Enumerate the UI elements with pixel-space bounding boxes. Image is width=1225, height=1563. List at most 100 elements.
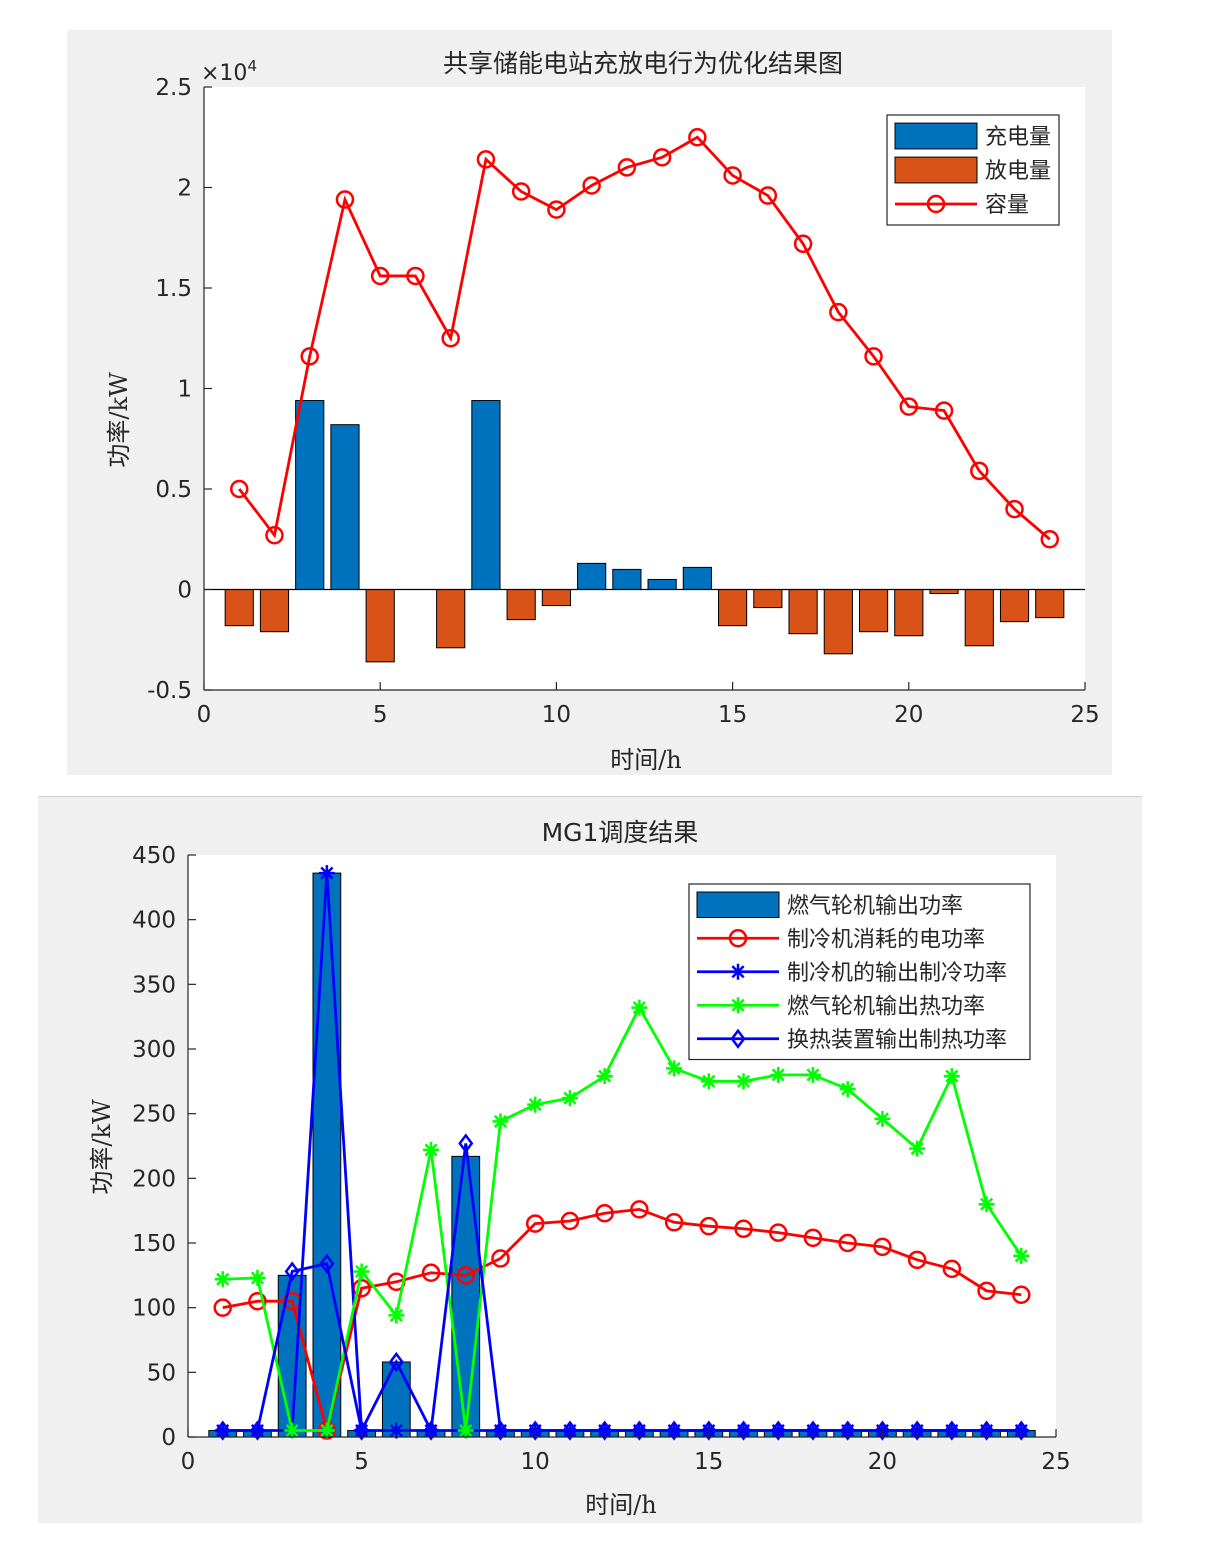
data-point [793,234,813,254]
data-point [970,461,989,481]
x-tick-label: 15 [694,1449,723,1475]
data-point [699,1216,719,1236]
data-point [353,1263,370,1280]
series-line [238,135,1051,541]
chart-panel-mg1: MG1调度结果 时间/h 功率/kW 0 5 10 15 20 25 0 50 100 150 20… [38,797,1142,1523]
legend-label: 制冷机消耗的电功率 [787,927,985,952]
data-point [631,999,648,1016]
legend-marker [730,963,746,980]
data-point [492,1113,509,1130]
legend-swatch [696,891,780,918]
legend: 燃气轮机输出功率制冷机消耗的电功率制冷机的输出制冷功率燃气轮机输出热功率换热装置… [688,883,1031,1061]
x-tick-label: 25 [1070,702,1099,728]
data-point [562,1420,578,1441]
data-point [492,1420,509,1441]
data-point [978,1420,995,1441]
data-point [1013,1420,1029,1441]
data-point [354,1420,370,1441]
series-line [222,1207,1022,1431]
bar [330,424,360,590]
data-point [664,1213,684,1232]
data-point [864,347,883,366]
data-point [652,148,672,167]
y-tick-label: -0.5 [147,678,192,704]
data-point [284,1422,301,1439]
data-point [214,1271,231,1288]
y-axis-label: 功率/kW [88,1099,116,1195]
data-point [617,158,637,177]
data-point [943,1068,960,1085]
legend-label: 制冷机的输出制冷功率 [787,961,1007,986]
data-point [631,1420,647,1441]
y-tick-label: 2 [177,176,192,202]
data-point [423,1141,440,1158]
y-tick-label: 250 [132,1102,176,1128]
bar [451,1155,481,1438]
data-point [388,1351,404,1373]
data-point [213,1298,232,1317]
data-point [319,1253,335,1274]
y-tick-label: 350 [132,972,176,998]
line-series [229,128,1060,549]
bar [312,872,342,1438]
mg1-chart: MG1调度结果 时间/h 功率/kW 0 5 10 15 20 2505010015020… [88,818,1071,1519]
bar [647,578,677,591]
line-series [213,1200,1031,1440]
data-point [770,1066,787,1083]
y-tick-label: 50 [147,1360,176,1386]
y-axis-label: 功率/kW [105,372,133,468]
x-axis-label: 时间/h [610,746,682,774]
bar [436,589,466,649]
legend-label: 换热装置输出制热功率 [787,1028,1007,1053]
data-point [768,1223,788,1242]
chart-panel-storage: 共享储能电站充放电行为优化结果图 ×104 时间/h 功率/kW 0 5 10 15 2… [67,30,1112,775]
data-point [701,1420,717,1441]
x-tick-label: 20 [868,1449,897,1475]
x-tick-label: 0 [197,702,212,728]
data-point [370,266,390,286]
data-point [229,479,249,499]
data-point [491,1249,510,1268]
bar-series [295,400,712,591]
data-point [934,401,954,420]
y-tick-label: 0 [161,1425,176,1451]
data-point [770,1420,786,1441]
x-tick-label: 0 [181,1449,196,1475]
data-point [688,128,707,147]
data-point [249,1269,266,1286]
data-point [838,1233,857,1253]
legend-swatch [894,122,978,150]
bar [577,562,607,590]
data-point [458,1133,474,1154]
data-point [666,1060,683,1077]
data-point [560,1211,580,1231]
bar [682,566,712,591]
chart-title: 共享储能电站充放电行为优化结果图 [443,49,843,78]
data-point [1013,1247,1030,1264]
x-tick-label: 20 [894,702,923,728]
bar-series [224,589,1065,663]
data-point [457,1422,474,1439]
legend-label: 燃气轮机输出热功率 [787,994,985,1019]
y-exponent: ×104 [201,57,257,86]
data-point [978,1196,995,1213]
data-point [582,176,601,195]
y-exponent-power: 4 [247,57,257,75]
data-point [249,1420,266,1441]
data-point [735,1073,752,1090]
y-tick-label: 0.5 [155,477,192,503]
data-point [527,1096,544,1113]
bar [224,589,254,627]
data-point [335,190,355,209]
data-point [215,1420,231,1441]
data-point [1040,530,1060,549]
bar [929,589,959,595]
x-tick-label: 25 [1041,1449,1070,1475]
y-tick-label: 300 [132,1037,176,1063]
bar [1035,589,1065,619]
x-tick-label: 10 [542,702,571,728]
y-tick-label: 100 [132,1296,176,1322]
bar [823,589,853,655]
bar [753,589,783,609]
data-point [907,1250,927,1270]
